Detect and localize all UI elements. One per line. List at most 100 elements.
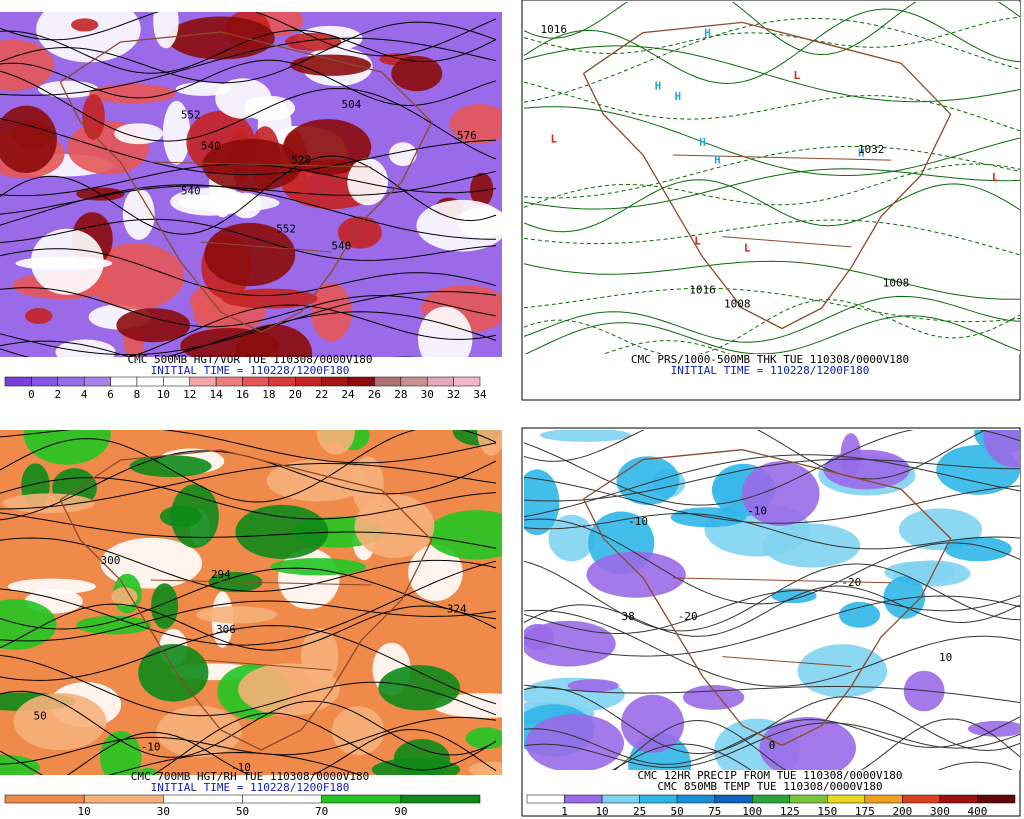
contour-line [0, 625, 497, 705]
colorbar-box [163, 794, 243, 804]
panel-subtitle: INITIAL TIME = 110228/1200F180 [671, 364, 870, 377]
contour-label: 1008 [724, 298, 751, 311]
contour-line [524, 512, 1020, 550]
map-fill [389, 142, 417, 167]
colorbar-box [374, 376, 402, 387]
map-fill [196, 606, 278, 624]
colorbar-box [31, 376, 59, 387]
contour-label: 540 [181, 184, 201, 197]
contour-line [524, 16, 1020, 55]
contour-label: H [655, 79, 662, 92]
contour-line [524, 476, 1020, 524]
map-fill [540, 430, 632, 442]
contour-line [0, 37, 497, 96]
panel-title: CMC 700MB HGT/RH TUE 110308/0000V180 [131, 770, 369, 783]
contour-line [524, 454, 1020, 518]
map-fill [465, 727, 502, 750]
map-fill [586, 551, 686, 598]
contour-label: 294 [211, 568, 231, 581]
map-fill [524, 623, 555, 651]
contour-line [524, 81, 1020, 132]
map: 552 540 528 540 504 552 576 540 [0, 12, 502, 357]
colorbar-label: 10 [595, 805, 608, 818]
map-fill [156, 705, 242, 758]
contour-label: 1016 [541, 23, 568, 36]
contour-line [524, 430, 987, 480]
contour-line [524, 518, 1020, 605]
contour-label: -10 [747, 505, 767, 518]
map-fill [167, 16, 275, 60]
map-fill [238, 663, 340, 716]
contour-label: 1008 [883, 277, 910, 290]
map-fill [114, 123, 164, 145]
colorbar-box [601, 794, 640, 804]
colorbar-box [4, 376, 32, 387]
map-fill [741, 461, 820, 526]
contour-line [0, 184, 497, 240]
panel-subtitle: CMC 850MB TEMP TUE 110308/0000V180 [657, 780, 882, 793]
colorbar-box [564, 794, 603, 804]
border-line [672, 154, 892, 248]
map-fill [162, 100, 191, 165]
colorbar-label: 22 [315, 388, 328, 401]
map-fill [153, 12, 179, 49]
map-fill [983, 430, 1020, 468]
colorbar-box [163, 376, 190, 387]
contour-label: -10 [628, 515, 648, 528]
coastline [59, 31, 433, 333]
colorbar-label: 26 [368, 388, 381, 401]
coastline [582, 21, 952, 330]
map-fill [967, 720, 1020, 737]
contour-label: 552 [181, 109, 201, 122]
colorbar-label: 1 [561, 805, 568, 818]
colorbar-box [426, 376, 454, 387]
colorbar-box [215, 376, 243, 387]
contour-label: 540 [331, 240, 351, 253]
contour-line [66, 728, 497, 775]
contour-line [0, 430, 497, 503]
map-fill [116, 308, 191, 343]
contour-label: H [704, 27, 711, 40]
map-fill [82, 94, 105, 140]
colorbar-label: 14 [209, 388, 223, 401]
colorbar-box [827, 794, 866, 804]
contour-line [524, 145, 1020, 199]
map-fill [25, 308, 53, 324]
contour-label: L [793, 69, 800, 82]
contour-label: L [550, 132, 557, 145]
map-fill [0, 754, 40, 775]
map-fill [311, 282, 352, 342]
colorbar-label: 175 [855, 805, 875, 818]
contour-line [0, 477, 497, 520]
contour-line [0, 600, 497, 642]
colorbar-box [526, 794, 565, 804]
contour-line [524, 430, 1020, 506]
map-fill [87, 243, 185, 310]
coastline [59, 449, 433, 751]
border-line [150, 579, 372, 671]
contour-line [524, 589, 1020, 635]
map-fill [283, 119, 372, 175]
colorbar-box [347, 376, 375, 387]
contour-line [0, 430, 497, 464]
colorbar-label: 0 [28, 388, 35, 401]
border-line [672, 577, 892, 668]
contour-line [108, 751, 362, 775]
panel-subtitle: INITIAL TIME = 110228/1200F180 [151, 781, 350, 794]
contour-label: -20 [841, 576, 861, 589]
contour-line [164, 311, 497, 357]
colorbar-label: 75 [708, 805, 721, 818]
contour-line [0, 603, 497, 651]
colorbar-box [977, 794, 1016, 804]
colorbar-box [864, 794, 903, 804]
contour-label: 1032 [858, 143, 885, 156]
contour-line [524, 106, 1020, 177]
map-fill [235, 504, 329, 559]
map-fill [204, 222, 296, 287]
colorbar-box [902, 794, 941, 804]
contour-label: H [714, 153, 721, 166]
contour-line [0, 70, 497, 160]
map-fill [0, 105, 57, 174]
colorbar-box [789, 794, 828, 804]
